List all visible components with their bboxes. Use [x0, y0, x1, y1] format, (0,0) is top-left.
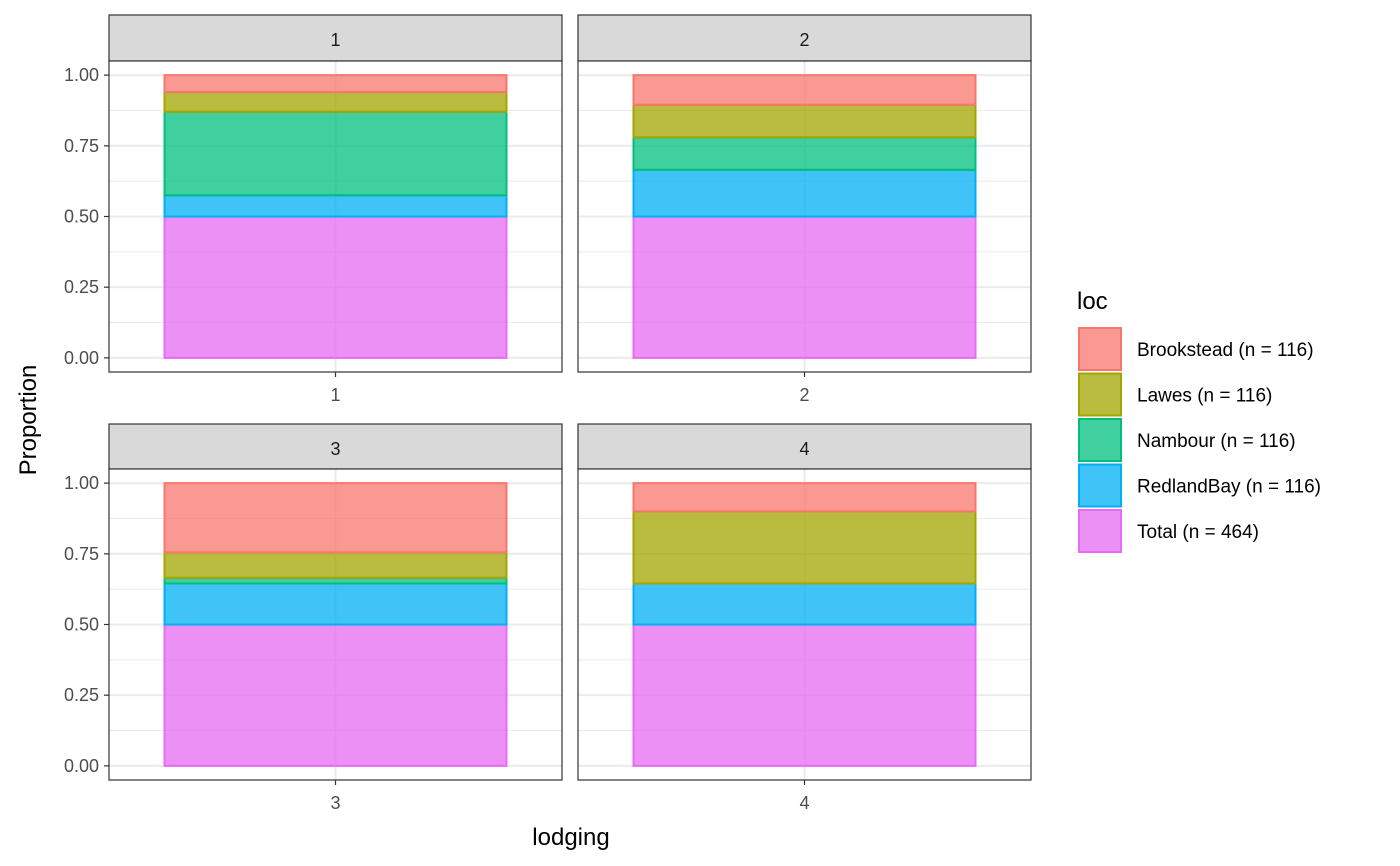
facet-panel-3: 3 0.00 0.25 0.50 0.75 1.00 3 — [64, 423, 563, 813]
legend-key — [1078, 327, 1122, 371]
facet-strip — [108, 423, 563, 470]
legend-key — [1078, 372, 1122, 417]
y-tick-label: 0.50 — [64, 207, 99, 227]
bar-segment — [632, 168, 977, 218]
legend-label: Total (n = 464) — [1137, 522, 1259, 543]
y-tick-label: 0.50 — [64, 615, 99, 635]
bar-segment — [163, 582, 508, 626]
x-tick-label: 3 — [330, 793, 340, 813]
y-tick-label: 0.00 — [64, 756, 99, 776]
facet-strip-label: 3 — [330, 439, 340, 459]
bar-segment — [163, 110, 508, 197]
bar-segment — [163, 551, 508, 579]
legend-item: RedlandBay (n = 116) — [1078, 463, 1321, 508]
legend-item: Brookstead (n = 116) — [1078, 327, 1314, 371]
legend-label: Lawes (n = 116) — [1137, 386, 1272, 407]
bar-segment — [163, 215, 508, 359]
legend: loc Brookstead (n = 116) Lawes (n = 116) Na… — [1077, 288, 1321, 553]
facet-panel-4: 44 — [577, 423, 1032, 813]
bar-segment — [632, 103, 977, 139]
facet-strip — [108, 14, 563, 62]
legend-key — [1078, 463, 1122, 508]
y-tick-label: 1.00 — [64, 65, 99, 85]
bar-segment — [632, 510, 977, 585]
bar-segment — [163, 194, 508, 218]
x-tick-label: 4 — [799, 793, 809, 813]
facet-strip — [577, 423, 1032, 470]
legend-item: Nambour (n = 116) — [1078, 418, 1296, 462]
bar-segment — [632, 582, 977, 626]
y-tick-label: 0.25 — [64, 685, 99, 705]
facet-strip-label: 1 — [330, 30, 340, 50]
facet-panel-2: 22 — [577, 14, 1032, 405]
facet-panel-1: 1 0.00 0.25 0.50 0.75 1.00 1 — [64, 14, 563, 405]
bar-segment — [632, 215, 977, 359]
facet-strip-label: 2 — [799, 30, 809, 50]
legend-key — [1078, 509, 1122, 553]
y-tick-label: 0.25 — [64, 277, 99, 297]
legend-label: Brookstead (n = 116) — [1137, 340, 1314, 361]
bar-segment — [632, 74, 977, 106]
legend-key — [1078, 418, 1122, 462]
x-tick-label: 2 — [799, 385, 809, 405]
y-tick-label: 0.75 — [64, 544, 99, 564]
legend-item: Total (n = 464) — [1078, 509, 1259, 553]
x-tick-label: 1 — [330, 385, 340, 405]
legend-label: Nambour (n = 116) — [1137, 431, 1296, 452]
bar-segment — [163, 482, 508, 554]
x-axis-title: lodging — [532, 824, 609, 851]
y-axis-title: Proportion — [15, 365, 42, 476]
facet-strip-label: 4 — [799, 439, 809, 459]
bar-segment — [632, 482, 977, 513]
bar-segment — [163, 91, 508, 113]
legend-title: loc — [1077, 288, 1108, 315]
legend-item: Lawes (n = 116) — [1078, 372, 1272, 417]
legend-label: RedlandBay (n = 116) — [1137, 477, 1321, 498]
y-tick-label: 1.00 — [64, 473, 99, 493]
bar-segment — [163, 74, 508, 94]
y-tick-label: 0.75 — [64, 136, 99, 156]
bar-segment — [632, 623, 977, 767]
y-tick-label: 0.00 — [64, 348, 99, 368]
bar-segment — [163, 623, 508, 767]
bar-segment — [632, 136, 977, 171]
